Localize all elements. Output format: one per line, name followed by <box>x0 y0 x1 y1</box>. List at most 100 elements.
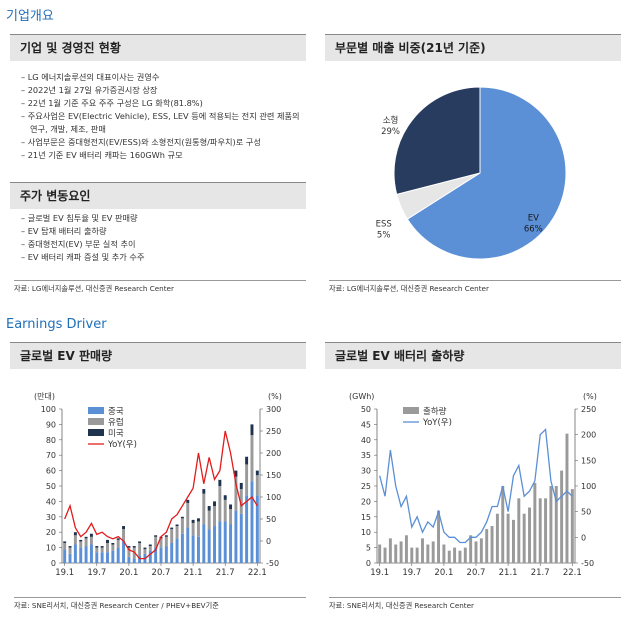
line-YoY(우) <box>64 430 258 560</box>
bar-유럽 <box>229 509 233 525</box>
bar-유럽 <box>100 547 104 553</box>
bar-유럽 <box>196 521 200 537</box>
bar-출하량 <box>565 433 569 563</box>
pie-value-label: 29% <box>381 127 400 137</box>
bar-출하량 <box>474 541 478 563</box>
bar-미국 <box>154 535 158 537</box>
bar-미국 <box>196 518 200 522</box>
y-tick-label-left: 35 <box>361 451 371 460</box>
y-tick-label-left: 20 <box>361 497 371 506</box>
y-unit-right: (%) <box>583 392 597 401</box>
y-tick-label-left: 70 <box>46 451 56 460</box>
bar-중국 <box>164 546 168 563</box>
bar-유럽 <box>63 542 67 550</box>
pie-header: 부문별 매출 비중(21년 기준) <box>325 34 621 61</box>
y-tick-label-right: 200 <box>266 449 281 458</box>
overview-bullet: – LG 에너지솔루션의 대표이사는 권영수 <box>21 72 160 82</box>
bar-중국 <box>68 553 72 563</box>
x-tick-label: 21.7 <box>216 568 235 578</box>
x-tick-label: 19.7 <box>402 568 421 578</box>
overview-bullets: – LG 에너지솔루션의 대표이사는 권영수 – 2022년 1월 27일 유가증… <box>20 71 306 162</box>
legend-label: 유럽 <box>108 418 124 428</box>
y-tick-label-left: 10 <box>361 528 371 537</box>
overview-bullet: – 2022년 1월 27일 유가증권시장 상장 <box>21 85 158 95</box>
bar-유럽 <box>68 547 72 554</box>
bar-중국 <box>170 542 174 563</box>
bar-유럽 <box>223 499 227 522</box>
bar-중국 <box>100 552 104 563</box>
bar-중국 <box>95 552 99 563</box>
y-tick-label-left: 5 <box>366 544 371 553</box>
bar-출하량 <box>570 489 574 563</box>
bar-미국 <box>111 542 115 545</box>
y-tick-label-right: 100 <box>581 482 596 491</box>
bar-미국 <box>84 536 88 539</box>
bar-중국 <box>245 495 249 563</box>
y-tick-label-right: 0 <box>581 533 586 542</box>
section-title-overview: 기업개요 <box>6 9 54 24</box>
bar-중국 <box>175 538 179 563</box>
bar-유럽 <box>191 522 195 536</box>
y-tick-label-left: 60 <box>46 467 56 476</box>
x-tick-label: 21.1 <box>184 568 203 578</box>
pie-value-label: 5% <box>377 230 391 240</box>
y-tick-label-right: 200 <box>581 431 596 440</box>
legend-swatch <box>88 407 104 414</box>
legend-label: YoY(우) <box>422 418 452 428</box>
bar-출하량 <box>378 544 382 563</box>
bar-미국 <box>186 499 190 503</box>
legend-swatch <box>88 418 104 425</box>
bar-출하량 <box>447 550 451 563</box>
bar-유럽 <box>89 536 93 545</box>
ev-sales-source: 자료: SNE리서치, 대신증권 Research Center / PHEV+… <box>14 597 306 611</box>
bar-중국 <box>159 547 163 563</box>
bar-유럽 <box>202 493 206 525</box>
overview-source: 자료: LG에너지솔루션, 대신증권 Research Center <box>14 280 306 294</box>
bar-출하량 <box>437 510 441 563</box>
bar-출하량 <box>538 498 542 563</box>
bar-미국 <box>250 424 254 436</box>
y-tick-label-left: 30 <box>361 467 371 476</box>
y-unit-left: (만대) <box>34 392 55 401</box>
y-tick-label-left: 25 <box>361 482 371 491</box>
x-tick-label: 22.1 <box>563 568 582 578</box>
bar-유럽 <box>95 547 99 553</box>
bar-미국 <box>255 470 259 476</box>
bar-출하량 <box>421 538 424 563</box>
bar-출하량 <box>544 498 548 563</box>
legend-label: 중국 <box>108 407 124 417</box>
bar-출하량 <box>522 513 526 563</box>
bar-출하량 <box>485 529 489 563</box>
price-factor-bullet: – EV 배터리 캐파 증설 및 추가 수주 <box>21 252 145 262</box>
bar-유럽 <box>159 538 163 548</box>
bar-중국 <box>207 529 211 563</box>
ev-battery-chart: 0 5 10 15 20 25 30 35 40 45 50 -50 0 50 100 150 200 250 (G… <box>349 392 597 578</box>
bar-유럽 <box>143 549 147 554</box>
bar-출하량 <box>501 486 505 563</box>
bar-유럽 <box>234 476 238 511</box>
bar-출하량 <box>560 470 564 563</box>
bar-출하량 <box>394 544 398 563</box>
overview-bullet: – 21년 기준 EV 배터리 캐파는 160GWh 규모 <box>21 150 183 160</box>
y-tick-label-left: 0 <box>51 559 56 568</box>
ev-sales-header: 글로벌 EV 판매량 <box>10 342 306 369</box>
x-tick-label: 19.7 <box>87 568 106 578</box>
bar-출하량 <box>533 482 537 563</box>
bar-중국 <box>239 513 243 563</box>
bar-유럽 <box>213 506 216 527</box>
bar-중국 <box>202 524 206 563</box>
bar-유럽 <box>180 518 184 534</box>
bar-출하량 <box>463 547 467 563</box>
bar-미국 <box>148 544 152 547</box>
bar-유럽 <box>148 546 152 551</box>
bar-출하량 <box>495 513 499 563</box>
legend-label: YoY(우) <box>107 440 137 450</box>
price-factor-bullet: – 중대형전지(EV) 부문 실적 추이 <box>21 239 136 249</box>
bar-유럽 <box>116 539 120 548</box>
bar-중국 <box>84 546 88 563</box>
pie-label: EV <box>528 213 539 223</box>
pie-slice-소형 <box>393 86 481 195</box>
bar-미국 <box>239 482 243 490</box>
y-tick-label-right: 150 <box>581 456 596 465</box>
bar-중국 <box>250 481 254 563</box>
